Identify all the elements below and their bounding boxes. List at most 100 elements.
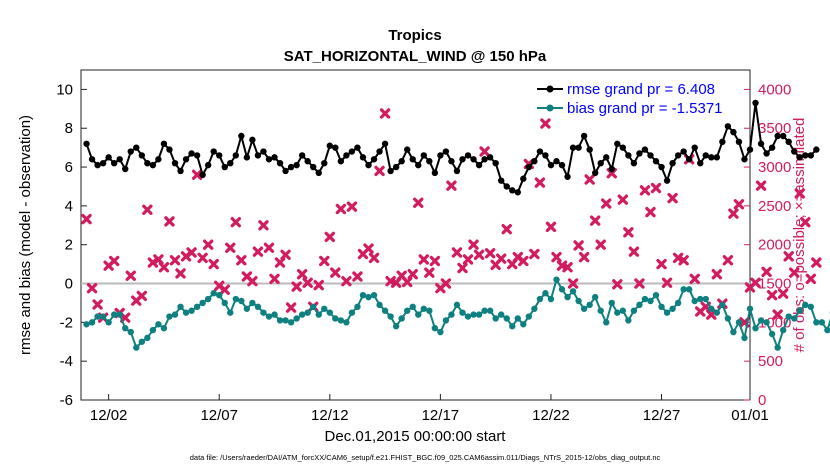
rmse-point	[470, 156, 477, 163]
obs-point-cross	[462, 254, 474, 265]
bias-point	[199, 299, 206, 307]
obs-point-cross	[252, 246, 264, 257]
obs-point-cross	[811, 257, 822, 268]
rmse-point	[122, 165, 129, 173]
rmse-point	[304, 158, 311, 165]
obs-point-cross	[678, 255, 689, 266]
rmse-point	[249, 136, 256, 144]
obs-point-cross	[473, 249, 485, 260]
obs-point	[800, 216, 811, 228]
obs-point-cross	[578, 251, 590, 263]
rmse-point	[144, 159, 151, 167]
obs-point-cross	[291, 281, 302, 292]
obs-point	[595, 239, 606, 250]
obs-point-cross	[230, 216, 242, 228]
bias-point	[315, 311, 322, 318]
obs-point-cross	[551, 251, 562, 263]
obs-point	[341, 276, 352, 287]
bias-point	[514, 315, 521, 322]
obs-point-cross	[202, 239, 214, 250]
obs-point-cross	[324, 231, 336, 243]
obs-point	[379, 108, 391, 119]
bias-point	[708, 305, 715, 312]
rmse-point	[697, 159, 704, 167]
bias-point	[365, 293, 372, 301]
obs-point-cross	[501, 223, 512, 235]
obs-point	[755, 180, 767, 191]
obs-point	[551, 251, 562, 263]
bias-point	[680, 286, 687, 293]
bias-point	[453, 301, 461, 309]
series-layer	[81, 99, 830, 351]
obs-point-cross	[440, 278, 452, 289]
obs-point	[219, 284, 230, 295]
bias-point	[282, 317, 289, 324]
rmse-point	[774, 132, 781, 140]
obs-point	[783, 251, 794, 262]
rmse-point	[520, 175, 527, 182]
obs-point	[186, 247, 197, 258]
obs-point-cross	[352, 271, 363, 282]
rmse-point	[663, 177, 671, 184]
obs-point-cross	[92, 299, 103, 310]
rmse-point	[763, 150, 770, 157]
legend-bias-label: bias grand pr = -1.5371	[567, 100, 723, 117]
obs-point	[601, 198, 612, 209]
rmse-point	[392, 163, 400, 171]
rmse-point	[685, 156, 693, 163]
bias-point	[426, 307, 433, 314]
obs-point-cross	[191, 169, 203, 181]
obs-point-cross	[164, 216, 175, 227]
obs-point-cross	[612, 279, 623, 290]
bias-point	[304, 309, 311, 316]
obs-point-cross	[777, 288, 789, 299]
obs-point	[457, 262, 468, 274]
rmse-point	[448, 158, 455, 165]
rmse-point	[481, 156, 488, 163]
obs-point-cross	[429, 255, 441, 267]
obs-point-cross	[158, 262, 170, 273]
rmse-point	[497, 177, 505, 184]
obs-point-cross	[457, 262, 468, 274]
obs-point	[772, 309, 783, 320]
bias-point	[127, 328, 134, 336]
obs-point	[446, 180, 457, 191]
obs-point-cross	[573, 240, 584, 251]
data-file-footnote: data file: /Users/raeder/DAI/ATM_forcXX/…	[190, 453, 661, 462]
obs-point	[407, 269, 418, 280]
bias-point	[293, 315, 300, 322]
bias-point	[509, 323, 516, 330]
obs-point-cross	[86, 282, 98, 294]
rmse-point	[221, 163, 228, 171]
obs-point-cross	[805, 273, 817, 285]
obs-point-cross	[794, 188, 805, 199]
obs-point	[429, 255, 441, 267]
rmse-point	[741, 156, 748, 163]
legend: rmse grand pr = 6.408 bias grand pr = -1…	[537, 81, 723, 117]
y-tick-label: 4	[65, 198, 73, 215]
obs-point	[285, 302, 297, 313]
obs-point	[136, 290, 148, 302]
rmse-point	[802, 152, 809, 159]
bias-point	[415, 311, 422, 318]
bias-point	[614, 309, 621, 316]
bias-point	[370, 291, 378, 299]
obs-point-cross	[296, 269, 308, 280]
rmse-point	[636, 150, 643, 157]
obs-point-cross	[645, 206, 656, 218]
bias-point	[232, 295, 240, 303]
rmse-point	[398, 158, 405, 165]
obs-point	[92, 299, 103, 310]
obs-point-cross	[407, 269, 418, 280]
obs-point	[269, 273, 280, 285]
bias-point	[133, 344, 140, 351]
obs-point-cross	[689, 273, 700, 285]
obs-point-cross	[589, 215, 601, 226]
legend-rmse-label: rmse grand pr = 6.408	[567, 81, 715, 98]
obs-point-cross	[468, 239, 479, 250]
bias-point	[448, 311, 455, 318]
obs-point-cross	[147, 257, 159, 268]
rmse-point	[564, 173, 571, 180]
rmse-point	[459, 156, 466, 163]
